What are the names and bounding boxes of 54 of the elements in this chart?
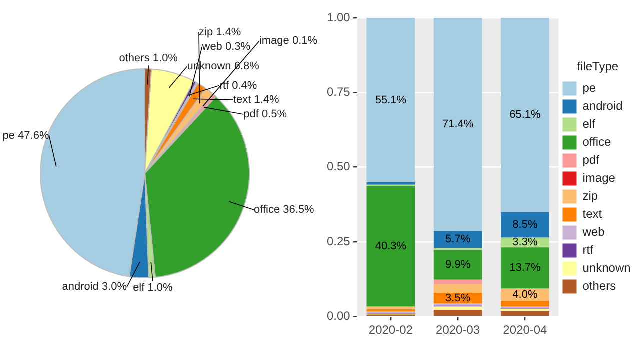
slice-label: zip [199,26,214,39]
data-label: 1.4% [254,94,280,106]
slice-label: android [62,281,99,294]
legend-label: pe [582,81,596,96]
data-label: 4.0% [512,289,538,302]
slice-label: pdf [244,108,260,121]
data-label: 5.7% [446,234,471,246]
x-tick-label: 2020-03 [436,323,480,338]
legend-label: elf [582,117,596,132]
legend-label: text [582,207,603,222]
legend-label: android [582,99,623,114]
y-tick-label: 0.50 [326,160,351,174]
data-label: 40.3% [375,240,407,252]
legend-label: pdf [582,153,600,168]
data-label: 47.6% [18,130,50,142]
x-tick-label: 2020-04 [503,323,548,338]
data-label: 1.4% [216,26,242,39]
data-label: 3.0% [102,281,128,294]
y-tick-label: 0.00 [326,308,351,323]
legend-label: web [582,225,606,240]
legend-label: others [582,279,616,294]
x-tick-label: 2020-02 [368,323,414,338]
y-tick-label: 1.00 [326,10,351,24]
legend-label: office [582,135,612,150]
data-label: 0.4% [232,80,258,92]
slice-label: web [201,40,222,53]
data-label: 0.1% [292,35,318,48]
data-label: 0.3% [225,40,251,53]
data-label: 8.5% [512,219,538,232]
data-label: 65.1% [510,109,541,122]
data-label: 9.9% [446,259,471,272]
data-label: 3.5% [446,292,471,304]
y-tick-label: 0.75 [326,84,351,99]
slice-label: image [259,35,290,48]
legend-label: rtf [582,243,594,258]
data-label: 36.5% [283,204,315,216]
data-label: 1.0% [148,282,174,294]
y-tick-label: 0.25 [326,234,351,248]
slice-label: pe [2,130,15,142]
slice-label: elf [133,282,146,294]
slice-label: office [254,204,280,216]
legend-title: fileType [577,60,619,74]
slice-label: others [119,52,150,65]
data-label: 71.4% [442,118,474,131]
data-label: 13.7% [510,262,541,274]
slice-label: text [233,94,252,106]
data-label: 55.1% [375,94,407,106]
slice-label: rtf [219,80,230,92]
data-label: 1.0% [152,52,178,65]
legend-label: zip [582,189,598,204]
legend-label: unknown [582,261,631,276]
legend-label: image [582,171,616,186]
data-label: 3.3% [512,236,538,249]
data-label: 0.5% [262,108,288,121]
